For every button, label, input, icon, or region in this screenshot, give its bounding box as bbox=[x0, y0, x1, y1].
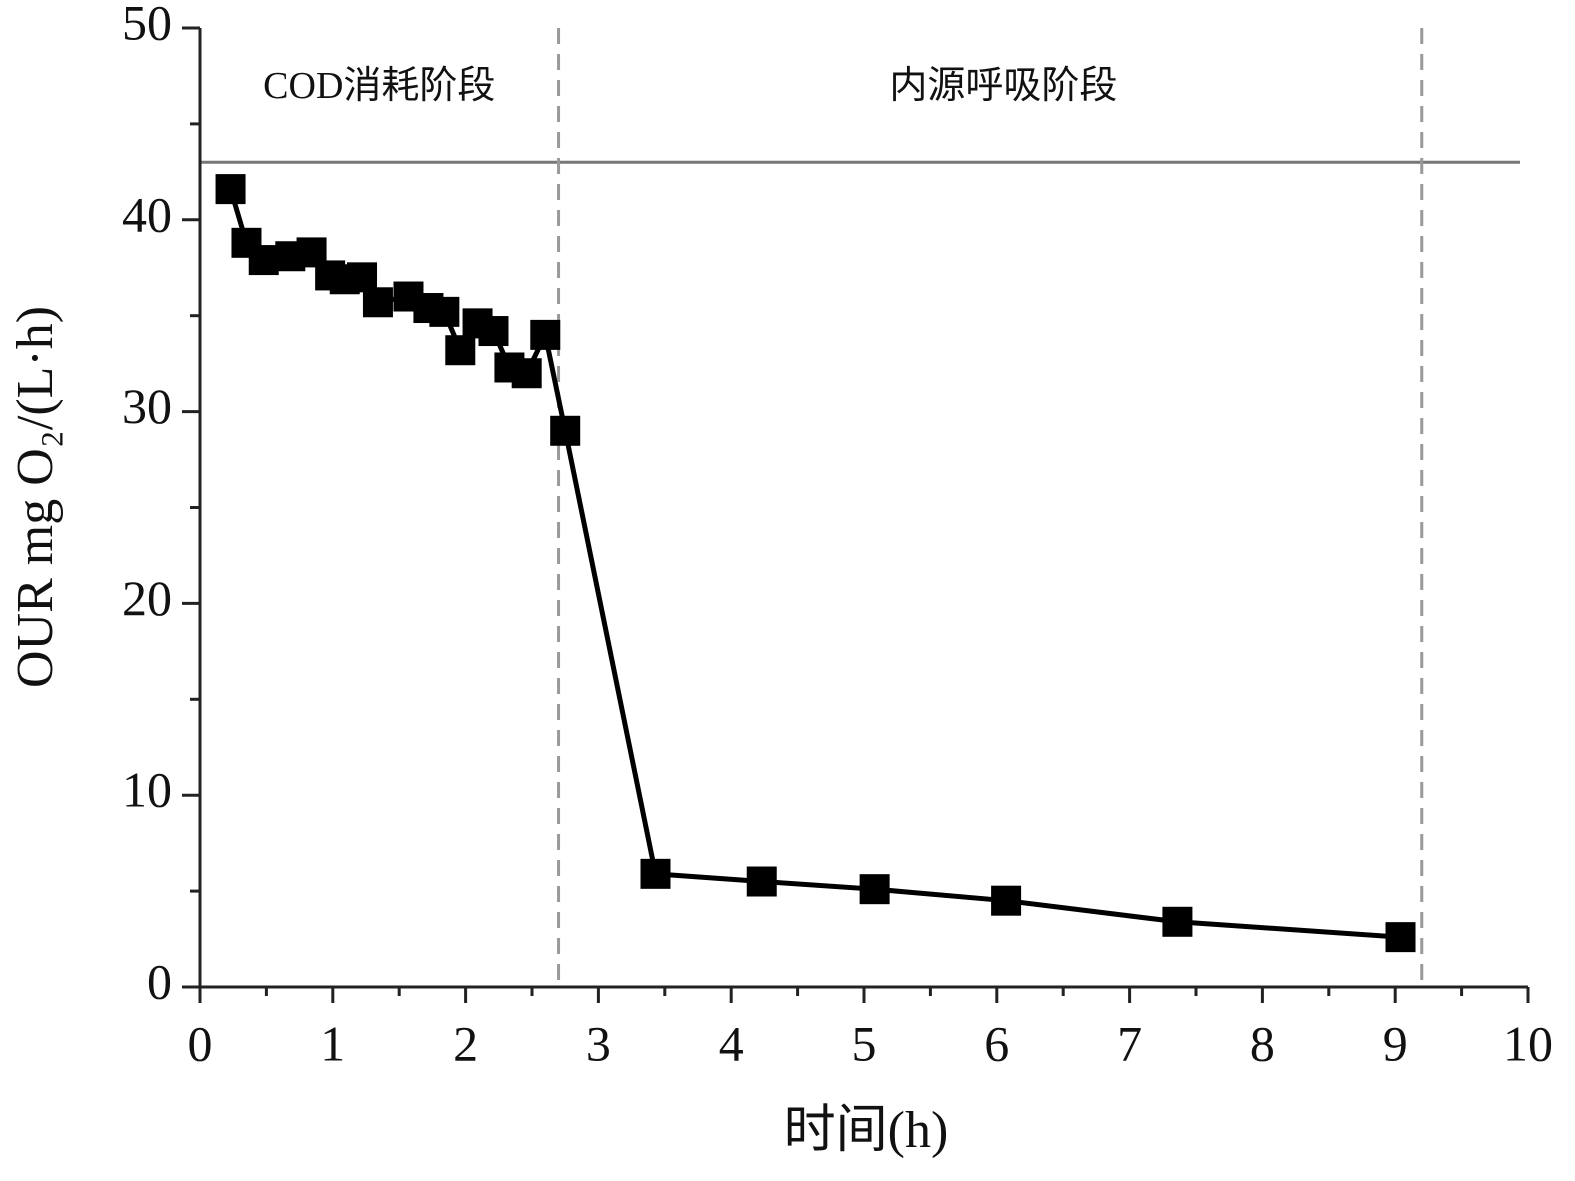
phase-label: 内源呼吸阶段 bbox=[889, 65, 1117, 107]
data-point bbox=[859, 874, 890, 905]
data-point bbox=[511, 358, 542, 389]
data-point bbox=[530, 319, 561, 350]
x-tick-label: 0 bbox=[188, 1015, 213, 1071]
y-axis-label: OUR mg O₂/(L·h) bbox=[7, 306, 64, 688]
y-tick-label: 0 bbox=[147, 953, 172, 1009]
data-point bbox=[445, 335, 476, 366]
data-point bbox=[248, 245, 279, 276]
data-point bbox=[991, 885, 1022, 916]
data-point bbox=[550, 415, 581, 446]
data-point bbox=[429, 296, 460, 327]
x-tick-label: 1 bbox=[320, 1015, 345, 1071]
x-tick-label: 4 bbox=[719, 1015, 744, 1071]
y-tick-label: 50 bbox=[122, 0, 172, 50]
data-point bbox=[1385, 922, 1416, 953]
data-point bbox=[1162, 906, 1193, 937]
y-tick-label: 10 bbox=[122, 762, 172, 818]
y-tick-label: 20 bbox=[122, 570, 172, 626]
x-tick-label: 9 bbox=[1383, 1015, 1408, 1071]
data-point bbox=[640, 858, 671, 889]
x-axis-label: 时间(h) bbox=[784, 1102, 949, 1159]
x-tick-label: 10 bbox=[1503, 1015, 1553, 1071]
x-tick-label: 7 bbox=[1117, 1015, 1142, 1071]
x-tick-label: 3 bbox=[586, 1015, 611, 1071]
data-point bbox=[478, 316, 509, 347]
data-point bbox=[362, 287, 393, 318]
x-tick-label: 5 bbox=[852, 1015, 877, 1071]
phase-label: COD消耗阶段 bbox=[263, 65, 495, 107]
data-point bbox=[215, 174, 246, 205]
data-point bbox=[746, 866, 777, 897]
y-tick-label: 40 bbox=[122, 186, 172, 242]
x-tick-label: 6 bbox=[984, 1015, 1009, 1071]
y-tick-label: 30 bbox=[122, 378, 172, 434]
x-tick-label: 8 bbox=[1250, 1015, 1275, 1071]
x-tick-label: 2 bbox=[453, 1015, 478, 1071]
